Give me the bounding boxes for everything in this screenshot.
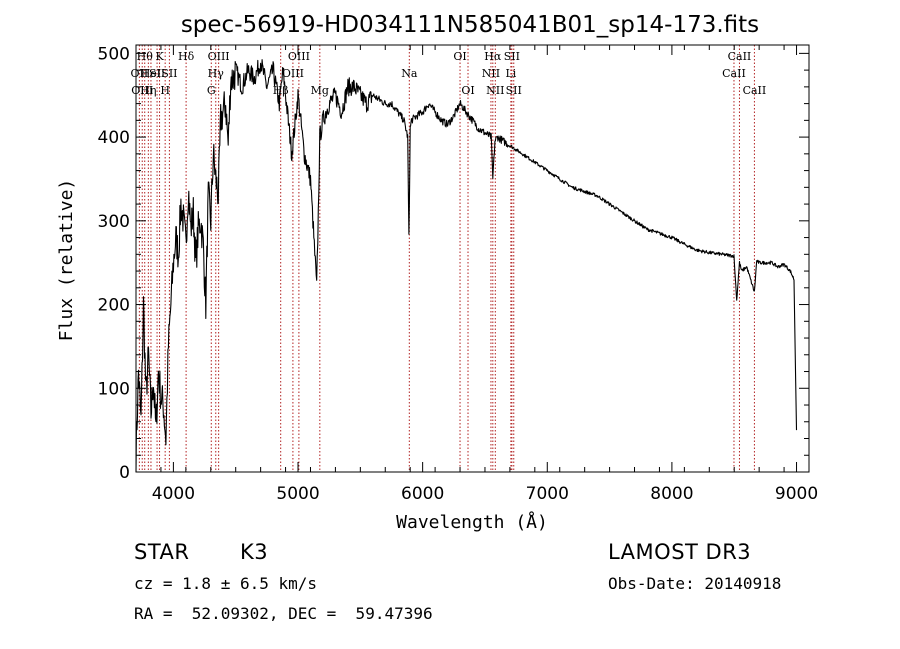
line-label: Hη <box>140 84 156 97</box>
line-label: Na <box>401 67 418 80</box>
x-tick-label: 7000 <box>526 484 569 504</box>
x-tick-label: 4000 <box>152 484 195 504</box>
line-label: Li <box>505 67 516 80</box>
coordinates: RA = 52.09302, DEC = 59.47396 <box>134 604 433 623</box>
object-subclass: K3 <box>240 540 269 564</box>
line-label: SII <box>149 67 165 80</box>
y-tick-label: 400 <box>98 128 130 148</box>
y-tick-label: 100 <box>98 379 130 399</box>
line-label: G <box>207 84 216 97</box>
x-axis-label: Wavelength (Å) <box>396 511 548 533</box>
object-class: STAR <box>134 540 190 564</box>
line-label: OI <box>461 84 474 97</box>
y-tick-label: 0 <box>119 463 130 483</box>
line-label: CaII <box>722 67 746 80</box>
line-label: OIII <box>282 67 304 80</box>
redshift-cz: cz = 1.8 ± 6.5 km/s <box>134 574 318 593</box>
line-label: SII <box>161 67 177 80</box>
line-markers <box>138 45 755 472</box>
line-label: NII <box>486 84 504 97</box>
y-tick-label: 200 <box>98 296 130 316</box>
spectrum-line <box>135 59 798 473</box>
line-label: Hγ <box>208 67 225 80</box>
survey-name: LAMOST DR3 <box>608 540 752 564</box>
x-tick-label: 5000 <box>276 484 319 504</box>
y-tick-label: 500 <box>98 44 130 64</box>
plot-frame <box>135 44 810 473</box>
line-label: SII <box>506 84 522 97</box>
x-axis-ticks: 4000 5000 6000 7000 8000 9000 <box>152 45 818 504</box>
line-label: OI <box>453 50 466 63</box>
line-label: OIII <box>288 50 310 63</box>
line-label: Hθ <box>137 50 154 63</box>
line-labels: OIIOIIIHθHηHeISIIKHSIIHδGHγOIIIHβOIIIOII… <box>131 50 767 97</box>
line-label: Hδ <box>178 50 195 63</box>
y-axis-label: Flux (relative) <box>56 179 77 342</box>
line-label: H <box>160 84 170 97</box>
line-label: CaII <box>728 50 752 63</box>
line-label: NII <box>482 67 500 80</box>
y-axis-ticks: 0 100 200 300 400 500 <box>98 44 809 483</box>
y-tick-label: 300 <box>98 212 130 232</box>
line-label: HeI <box>141 67 161 80</box>
line-label: OIII <box>208 50 230 63</box>
line-label: CaII <box>743 84 767 97</box>
x-tick-label: 8000 <box>650 484 693 504</box>
chart-title: spec-56919-HD034111N585041B01_sp14-173.f… <box>181 12 759 38</box>
line-label: OII <box>131 67 149 80</box>
line-label: Hα <box>484 50 502 63</box>
x-tick-label: 9000 <box>775 484 818 504</box>
line-label: Mg <box>311 84 329 97</box>
x-tick-label: 6000 <box>401 484 444 504</box>
line-label: K <box>155 50 164 63</box>
observation-date: Obs-Date: 20140918 <box>608 574 782 593</box>
line-label: SII <box>504 50 520 63</box>
